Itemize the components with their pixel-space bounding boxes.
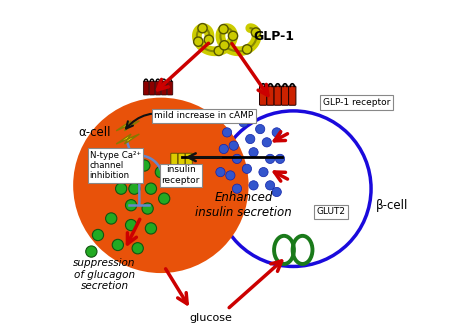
FancyBboxPatch shape xyxy=(171,153,178,165)
Circle shape xyxy=(112,239,123,251)
Circle shape xyxy=(92,229,104,241)
Circle shape xyxy=(204,35,213,44)
Circle shape xyxy=(132,243,143,254)
FancyBboxPatch shape xyxy=(143,81,149,95)
FancyBboxPatch shape xyxy=(267,86,274,105)
Circle shape xyxy=(139,160,150,171)
Circle shape xyxy=(275,154,285,164)
FancyBboxPatch shape xyxy=(289,86,296,105)
FancyBboxPatch shape xyxy=(161,81,167,95)
Text: glucose: glucose xyxy=(189,313,232,323)
Circle shape xyxy=(272,187,282,197)
Circle shape xyxy=(86,246,97,257)
Circle shape xyxy=(251,28,261,37)
Circle shape xyxy=(272,128,282,137)
Circle shape xyxy=(129,183,140,194)
Circle shape xyxy=(219,24,228,34)
Circle shape xyxy=(220,41,229,50)
Circle shape xyxy=(229,141,238,150)
FancyBboxPatch shape xyxy=(167,81,173,95)
Polygon shape xyxy=(116,121,139,131)
Circle shape xyxy=(155,166,166,178)
Circle shape xyxy=(249,181,258,190)
Circle shape xyxy=(142,203,153,214)
FancyBboxPatch shape xyxy=(282,86,289,105)
Text: GLP-1: GLP-1 xyxy=(254,30,294,43)
Circle shape xyxy=(106,213,117,224)
Circle shape xyxy=(265,154,275,164)
Circle shape xyxy=(243,45,252,54)
Circle shape xyxy=(193,37,203,46)
Text: N-type Ca²⁺
channel
inhibition: N-type Ca²⁺ channel inhibition xyxy=(90,151,141,180)
Text: Enhanced
insulin secretion: Enhanced insulin secretion xyxy=(195,191,292,219)
Circle shape xyxy=(126,200,137,211)
Circle shape xyxy=(216,167,225,177)
Text: insulin
receptor: insulin receptor xyxy=(162,166,200,185)
Circle shape xyxy=(226,171,235,180)
FancyBboxPatch shape xyxy=(155,81,161,95)
Circle shape xyxy=(146,223,156,234)
Polygon shape xyxy=(116,134,139,144)
Text: α-cell: α-cell xyxy=(78,126,110,139)
FancyBboxPatch shape xyxy=(178,153,185,165)
Circle shape xyxy=(214,46,223,56)
Text: suppression
of glucagon
secretion: suppression of glucagon secretion xyxy=(73,258,136,291)
Circle shape xyxy=(73,98,248,273)
Circle shape xyxy=(232,184,242,193)
Text: GLUT2: GLUT2 xyxy=(317,207,346,216)
FancyBboxPatch shape xyxy=(274,86,282,105)
FancyBboxPatch shape xyxy=(185,153,192,165)
Circle shape xyxy=(219,144,228,154)
Circle shape xyxy=(246,134,255,144)
Circle shape xyxy=(265,181,275,190)
Circle shape xyxy=(126,219,137,231)
Text: β-cell: β-cell xyxy=(376,199,409,212)
Circle shape xyxy=(158,193,170,204)
Circle shape xyxy=(122,170,133,181)
Circle shape xyxy=(198,24,207,33)
Circle shape xyxy=(232,154,242,164)
Circle shape xyxy=(242,164,252,173)
Circle shape xyxy=(255,124,265,134)
Text: GLP-1 receptor: GLP-1 receptor xyxy=(323,98,391,107)
Circle shape xyxy=(228,31,237,40)
Circle shape xyxy=(146,183,156,194)
FancyBboxPatch shape xyxy=(259,86,267,105)
FancyBboxPatch shape xyxy=(149,81,155,95)
Circle shape xyxy=(262,138,272,147)
Circle shape xyxy=(249,148,258,157)
Circle shape xyxy=(222,128,232,137)
Circle shape xyxy=(116,183,127,194)
Text: mild increase in cAMP: mild increase in cAMP xyxy=(154,111,254,120)
Circle shape xyxy=(239,118,248,127)
Circle shape xyxy=(216,111,371,266)
Circle shape xyxy=(259,167,268,177)
